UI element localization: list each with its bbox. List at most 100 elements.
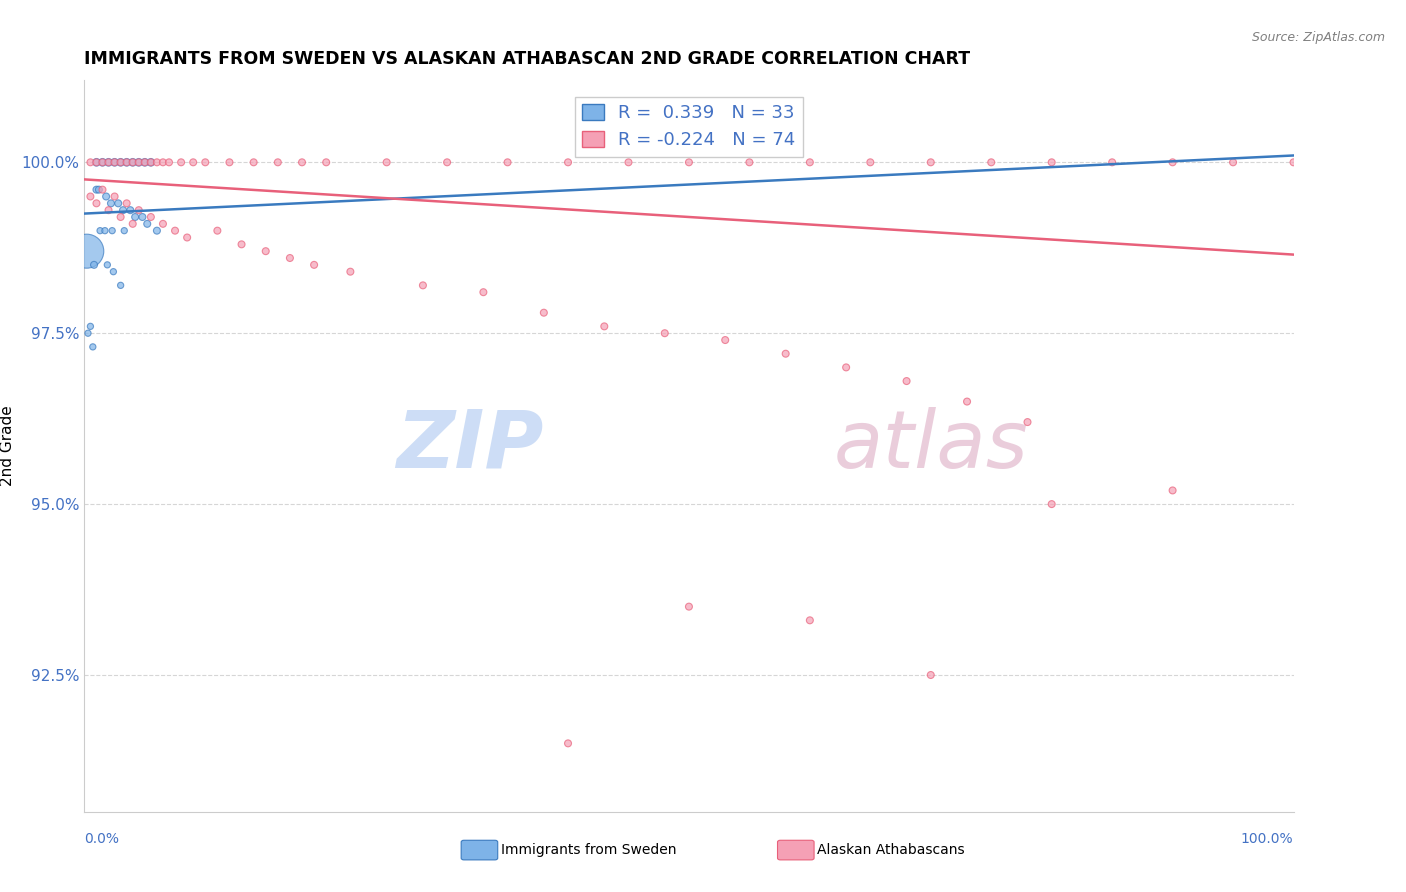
- Point: [76, 244, 98, 259]
- Point: [412, 278, 434, 293]
- Legend: R =  0.339   N = 33, R = -0.224   N = 74: R = 0.339 N = 33, R = -0.224 N = 74: [575, 96, 803, 157]
- Point: [139, 155, 162, 169]
- Point: [104, 189, 127, 203]
- Point: [920, 155, 942, 169]
- Text: Alaskan Athabascans: Alaskan Athabascans: [817, 843, 965, 857]
- Point: [89, 224, 111, 238]
- Point: [128, 155, 150, 169]
- Point: [103, 265, 125, 279]
- Point: [110, 155, 132, 169]
- Point: [956, 394, 979, 409]
- Point: [91, 183, 114, 197]
- Point: [115, 196, 138, 211]
- Point: [146, 224, 169, 238]
- Point: [94, 224, 117, 238]
- Point: [678, 599, 700, 614]
- Point: [112, 224, 135, 238]
- Point: [86, 155, 108, 169]
- Point: [714, 333, 737, 347]
- Point: [920, 668, 942, 682]
- Point: [1101, 155, 1123, 169]
- Point: [775, 347, 797, 361]
- Point: [1040, 497, 1063, 511]
- Point: [267, 155, 290, 169]
- Point: [557, 736, 579, 750]
- Point: [315, 155, 337, 169]
- Point: [146, 155, 169, 169]
- Point: [100, 196, 122, 211]
- Point: [115, 155, 138, 169]
- Point: [110, 278, 132, 293]
- Point: [120, 203, 142, 218]
- Point: [77, 326, 100, 341]
- Point: [278, 251, 301, 265]
- Text: 100.0%: 100.0%: [1241, 832, 1294, 846]
- Point: [115, 155, 138, 169]
- Point: [472, 285, 495, 300]
- Point: [799, 155, 821, 169]
- Point: [83, 258, 105, 272]
- Point: [91, 155, 114, 169]
- Point: [79, 319, 101, 334]
- Point: [121, 217, 143, 231]
- Y-axis label: 2nd Grade: 2nd Grade: [0, 406, 14, 486]
- Point: [139, 210, 162, 224]
- Point: [557, 155, 579, 169]
- Text: atlas: atlas: [834, 407, 1029, 485]
- Point: [859, 155, 882, 169]
- Point: [139, 155, 162, 169]
- Point: [799, 613, 821, 627]
- Point: [104, 155, 127, 169]
- Point: [242, 155, 264, 169]
- Point: [87, 183, 110, 197]
- Point: [131, 210, 153, 224]
- Point: [121, 155, 143, 169]
- Point: [101, 224, 124, 238]
- Point: [654, 326, 676, 341]
- Text: 0.0%: 0.0%: [84, 832, 120, 846]
- Point: [134, 155, 156, 169]
- Point: [121, 155, 143, 169]
- Text: Source: ZipAtlas.com: Source: ZipAtlas.com: [1251, 31, 1385, 45]
- Point: [165, 224, 187, 238]
- Point: [496, 155, 519, 169]
- Point: [107, 196, 129, 211]
- Point: [128, 155, 150, 169]
- Text: Immigrants from Sweden: Immigrants from Sweden: [501, 843, 676, 857]
- Point: [104, 155, 127, 169]
- Point: [302, 258, 325, 272]
- Point: [152, 155, 174, 169]
- Point: [86, 183, 108, 197]
- Point: [678, 155, 700, 169]
- Point: [1017, 415, 1039, 429]
- Point: [170, 155, 193, 169]
- Point: [136, 217, 159, 231]
- Point: [375, 155, 398, 169]
- Point: [128, 203, 150, 218]
- Point: [110, 155, 132, 169]
- Point: [835, 360, 858, 375]
- Point: [79, 189, 101, 203]
- Text: ZIP: ZIP: [396, 407, 544, 485]
- Point: [82, 340, 104, 354]
- Point: [176, 230, 198, 244]
- Point: [1222, 155, 1244, 169]
- Point: [291, 155, 314, 169]
- Point: [1161, 155, 1184, 169]
- Point: [96, 258, 118, 272]
- Point: [94, 189, 117, 203]
- Point: [152, 217, 174, 231]
- Point: [738, 155, 761, 169]
- Point: [1282, 155, 1305, 169]
- Point: [86, 196, 108, 211]
- Point: [97, 155, 120, 169]
- Point: [1161, 483, 1184, 498]
- Point: [339, 265, 361, 279]
- Point: [1040, 155, 1063, 169]
- Point: [181, 155, 204, 169]
- Point: [157, 155, 180, 169]
- Point: [97, 203, 120, 218]
- Point: [896, 374, 918, 388]
- Point: [617, 155, 640, 169]
- Point: [980, 155, 1002, 169]
